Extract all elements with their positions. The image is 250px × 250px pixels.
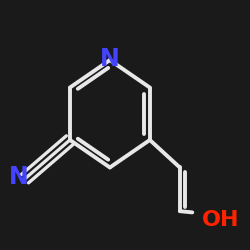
Text: OH: OH bbox=[202, 210, 240, 230]
Text: N: N bbox=[100, 47, 120, 71]
Text: N: N bbox=[9, 166, 28, 190]
